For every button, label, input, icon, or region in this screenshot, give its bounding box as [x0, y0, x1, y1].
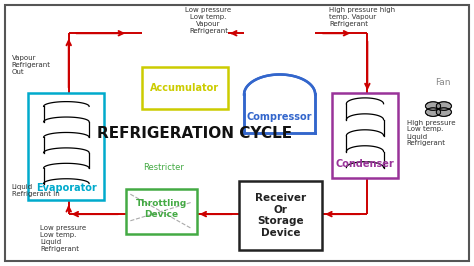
Text: Accumulator: Accumulator	[150, 83, 219, 93]
Text: Evaporator: Evaporator	[36, 183, 97, 193]
Text: High pressure high
temp. Vapour
Refrigerant: High pressure high temp. Vapour Refriger…	[329, 7, 396, 27]
Polygon shape	[426, 102, 451, 116]
Text: Receiver
Or
Storage
Device: Receiver Or Storage Device	[255, 193, 306, 238]
FancyBboxPatch shape	[5, 5, 469, 261]
Polygon shape	[244, 74, 315, 133]
Text: Fan: Fan	[436, 78, 451, 87]
Text: Condenser: Condenser	[336, 159, 394, 169]
Polygon shape	[426, 102, 451, 116]
FancyBboxPatch shape	[142, 66, 228, 109]
Text: Restricter: Restricter	[143, 163, 184, 172]
Text: Liquid
Refrigerant In: Liquid Refrigerant In	[12, 184, 60, 197]
Text: High pressure
Low temp.
Liquid
Refrigerant: High pressure Low temp. Liquid Refrigera…	[407, 119, 455, 147]
FancyBboxPatch shape	[28, 93, 104, 200]
Text: Low pressure
Low temp.
Liquid
Refrigerant: Low pressure Low temp. Liquid Refrigeran…	[40, 225, 86, 252]
Text: Vapour
Refrigerant
Out: Vapour Refrigerant Out	[12, 55, 51, 75]
Text: Compressor: Compressor	[247, 112, 312, 122]
FancyBboxPatch shape	[239, 181, 322, 250]
FancyBboxPatch shape	[332, 93, 398, 178]
Polygon shape	[426, 102, 451, 116]
Polygon shape	[426, 102, 451, 116]
FancyBboxPatch shape	[126, 189, 197, 234]
Text: Throttling
Device: Throttling Device	[136, 199, 187, 218]
Text: Low pressure
Low temp.
Vapour
Refrigerant: Low pressure Low temp. Vapour Refrigeran…	[185, 7, 232, 34]
Text: REFRIGERATION CYCLE: REFRIGERATION CYCLE	[97, 126, 292, 140]
